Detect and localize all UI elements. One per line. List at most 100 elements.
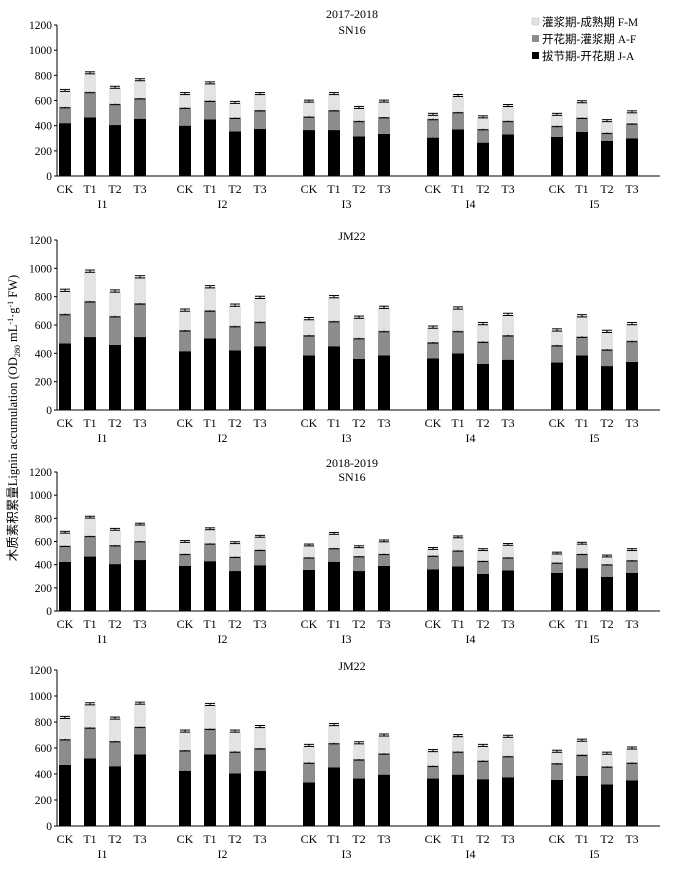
bar-I4-T2-s1 bbox=[477, 779, 489, 826]
bar-I2-CK-s3 bbox=[179, 541, 191, 554]
bar-I2-T2-s3 bbox=[229, 102, 241, 118]
y-tick-label: 0 bbox=[46, 171, 52, 183]
bar-I1-T1-s1 bbox=[84, 758, 96, 826]
bar-I1-T3-s3 bbox=[134, 703, 146, 727]
x-tick-label: T3 bbox=[133, 832, 146, 846]
x-tick-label: CK bbox=[57, 416, 74, 430]
bar-I5-CK-s2 bbox=[551, 125, 563, 137]
bar-I1-CK-s2 bbox=[59, 545, 71, 562]
bar-I3-T2-s2 bbox=[353, 759, 365, 779]
x-tick-label: T2 bbox=[352, 617, 365, 631]
bar-I4-T1-s3 bbox=[452, 735, 464, 752]
legend: 灌浆期-成熟期 F-M 开花期-灌浆期 A-F 拔节期-开花期 J-A bbox=[531, 15, 638, 63]
bar-I1-T2-s3 bbox=[109, 291, 121, 316]
bar-I2-T1-s3 bbox=[204, 528, 216, 544]
bar-I1-CK-s2 bbox=[59, 738, 71, 765]
y-tick-label: 1200 bbox=[29, 235, 52, 247]
bar-I3-T2-s3 bbox=[353, 317, 365, 338]
bar-I1-CK-s1 bbox=[59, 123, 71, 176]
y-tick-label: 400 bbox=[35, 560, 53, 572]
x-tick-label: T2 bbox=[600, 617, 613, 631]
bar-I1-T2-s3 bbox=[109, 718, 121, 741]
bar-I5-T2-s3 bbox=[601, 120, 613, 133]
bar-I2-T2-s3 bbox=[229, 731, 241, 752]
x-tick-label: T3 bbox=[377, 832, 390, 846]
bar-I2-T2-s1 bbox=[229, 773, 241, 826]
bar-I4-T2-s1 bbox=[477, 573, 489, 611]
group-label: I2 bbox=[218, 632, 228, 646]
y-tick-label: 200 bbox=[35, 795, 53, 807]
y-tick-label: 800 bbox=[35, 292, 53, 304]
bar-I1-CK-s3 bbox=[59, 90, 71, 107]
y-tick-label: 0 bbox=[46, 821, 52, 833]
bar-I4-T1-s1 bbox=[452, 566, 464, 611]
bar-I3-CK-s1 bbox=[303, 355, 315, 410]
y-axis-label-part: 280 bbox=[13, 345, 22, 357]
bar-I2-T2-s3 bbox=[229, 542, 241, 557]
bar-I3-CK-s1 bbox=[303, 782, 315, 826]
group-label: I3 bbox=[342, 847, 352, 861]
bar-I5-T1-s2 bbox=[576, 117, 588, 132]
bar-I2-T2-s3 bbox=[229, 305, 241, 326]
group-label: I5 bbox=[590, 197, 600, 211]
x-tick-label: CK bbox=[301, 416, 318, 430]
y-tick-label: 800 bbox=[35, 513, 53, 525]
bar-I1-CK-s2 bbox=[59, 313, 71, 344]
bar-I2-T3-s2 bbox=[254, 549, 266, 566]
bar-I5-CK-s3 bbox=[551, 329, 563, 345]
bar-I4-T1-s2 bbox=[452, 751, 464, 775]
y-axis-label-part: ·g bbox=[6, 307, 20, 318]
bar-I2-T1-s1 bbox=[204, 561, 216, 611]
bar-I5-CK-s1 bbox=[551, 572, 563, 611]
y-tick-label: 200 bbox=[35, 146, 53, 158]
x-tick-label: T1 bbox=[451, 617, 464, 631]
y-tick-label: 1000 bbox=[29, 263, 52, 275]
y-tick-label: 200 bbox=[35, 583, 53, 595]
group-label: I5 bbox=[590, 431, 600, 445]
bar-I5-T3-s2 bbox=[626, 762, 638, 781]
bar-I2-T1-s1 bbox=[204, 119, 216, 176]
bar-I2-T1-s2 bbox=[204, 543, 216, 562]
bar-I5-T2-s1 bbox=[601, 784, 613, 826]
bar-I5-T2-s1 bbox=[601, 140, 613, 176]
bar-I2-T2-s2 bbox=[229, 325, 241, 351]
x-tick-label: T1 bbox=[83, 182, 96, 196]
x-tick-label: T1 bbox=[451, 416, 464, 430]
x-tick-label: T3 bbox=[625, 617, 638, 631]
bar-I4-T3-s1 bbox=[502, 570, 514, 611]
x-tick-label: T2 bbox=[352, 832, 365, 846]
bar-I1-T3-s2 bbox=[134, 726, 146, 755]
bar-I1-T1-s1 bbox=[84, 117, 96, 176]
bar-I3-T1-s3 bbox=[328, 93, 340, 110]
x-tick-label: T2 bbox=[600, 832, 613, 846]
bar-I1-T1-s1 bbox=[84, 337, 96, 410]
x-tick-label: T3 bbox=[133, 617, 146, 631]
bar-I2-CK-s2 bbox=[179, 107, 191, 126]
bar-I3-T2-s1 bbox=[353, 571, 365, 611]
bar-I4-CK-s3 bbox=[427, 548, 439, 556]
bar-I3-CK-s3 bbox=[303, 544, 315, 558]
bar-I4-T3-s2 bbox=[502, 334, 514, 360]
bar-I4-T3-s1 bbox=[502, 359, 514, 410]
legend-label: 拔节期-开花期 J-A bbox=[542, 49, 635, 63]
y-tick-label: 1200 bbox=[29, 20, 52, 32]
bar-I1-T3-s2 bbox=[134, 97, 146, 119]
bar-I4-T2-s2 bbox=[477, 760, 489, 780]
bar-I2-CK-s2 bbox=[179, 329, 191, 352]
bar-I5-T3-s1 bbox=[626, 361, 638, 410]
panel-subtitle: JM22 bbox=[338, 229, 365, 243]
chart-panel-1: 0 200 400 600 800 1000 1200 2017-2018 SN16 CK T1 T2… bbox=[29, 7, 660, 211]
bar-I3-T2-s2 bbox=[353, 120, 365, 137]
bar-I5-T1-s3 bbox=[576, 740, 588, 755]
bar-I4-T1-s1 bbox=[452, 774, 464, 826]
legend-label: 开花期-灌浆期 A-F bbox=[542, 32, 636, 46]
x-tick-label: T1 bbox=[327, 832, 340, 846]
bar-I5-CK-s2 bbox=[551, 344, 563, 363]
x-tick-label: T3 bbox=[253, 832, 266, 846]
bar-I4-T2-s3 bbox=[477, 549, 489, 561]
bar-I3-T3-s2 bbox=[378, 753, 390, 775]
bar-I3-T1-s3 bbox=[328, 533, 340, 548]
bar-I2-T2-s2 bbox=[229, 751, 241, 774]
bar-I5-CK-s3 bbox=[551, 553, 563, 563]
x-tick-label: T1 bbox=[327, 416, 340, 430]
